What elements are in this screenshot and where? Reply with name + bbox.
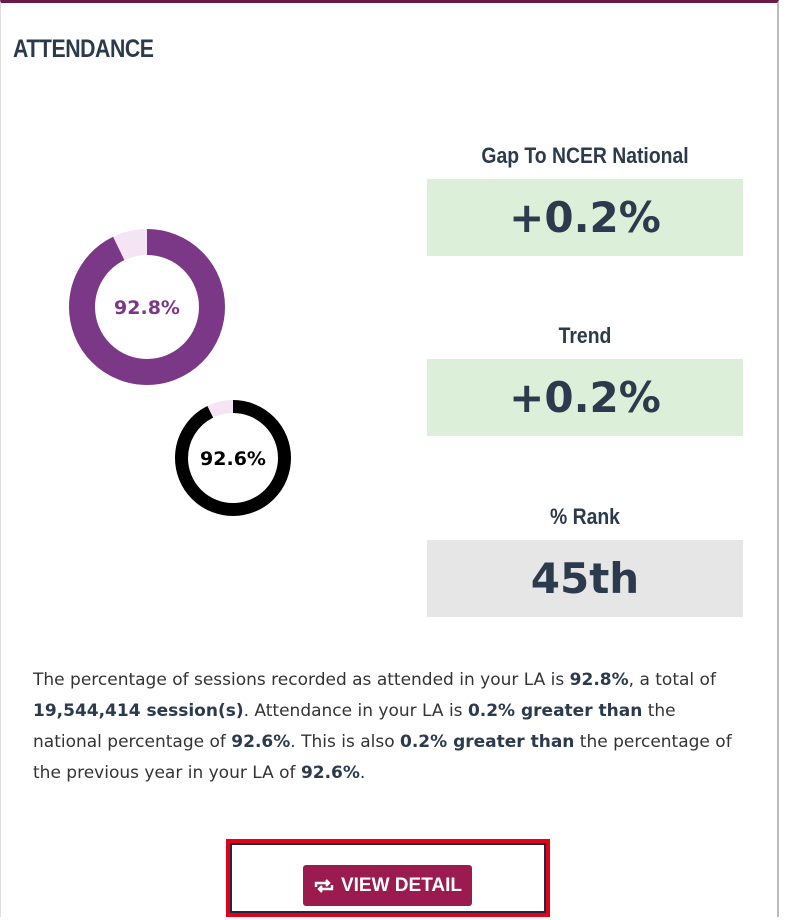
summary-bold: 0.2% greater than [400,732,575,752]
stat-value: 45th [427,540,743,617]
summary-segment: the national percentage of [33,701,676,752]
summary-text: The percentage of sessions recorded as a… [33,665,743,789]
summary-bold: 19,544,414 session(s) [33,701,244,721]
summary-bold: 0.2% greater than [467,701,643,721]
summary-segment: the percentage of the previous year in y… [33,732,732,783]
summary-bold: 92.6% [231,732,291,752]
stat-value: +0.2% [427,179,743,256]
donut-label: 92.8% [114,297,180,319]
stat-label: % Rank [550,504,620,529]
donut-label: 92.6% [200,448,266,470]
donut-arc [175,400,291,516]
refresh-icon [314,878,334,893]
summary-segment: . [359,763,366,783]
summary-segment: The percentage of sessions recorded as a… [33,670,570,690]
donut-charts: 92.8% 92.6% [69,229,291,516]
summary-segment: . Attendance in your LA is [243,701,468,721]
stat-value: +0.2% [427,359,743,436]
card-title: ATTENDANCE [13,35,154,63]
summary-bold: 92.8% [569,670,629,690]
summary-bold: 92.6% [300,763,360,783]
summary-segment: , a total of [628,670,716,690]
donut-arc [69,229,225,385]
summary-segment: . This is also [290,732,401,752]
highlight-outline [226,839,550,917]
view-detail-button[interactable]: VIEW DETAIL [303,865,472,906]
stat-label: Gap To NCER National [481,143,689,168]
stat-label: Trend [558,323,612,348]
button-label: VIEW DETAIL [340,874,463,896]
